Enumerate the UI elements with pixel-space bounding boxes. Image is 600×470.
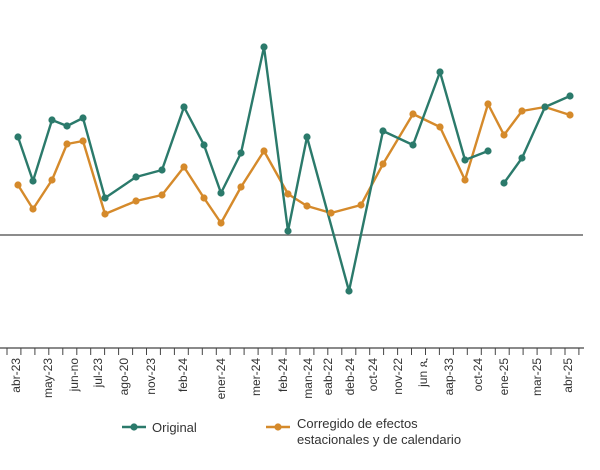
corrected-point-11 xyxy=(237,183,245,191)
series-line-corrected xyxy=(16,102,572,225)
legend: Original Corregido de efectos estacional… xyxy=(122,416,461,447)
x-tick-label-10: man-24 xyxy=(301,358,315,399)
corrected-point-21 xyxy=(484,100,492,108)
corrected-point-12 xyxy=(260,147,268,155)
corrected-point-17 xyxy=(379,160,387,168)
original-point-21 xyxy=(500,179,508,187)
original-point-19 xyxy=(461,156,469,164)
corrected-point-4 xyxy=(79,137,87,145)
x-tick-label-12: deb-24 xyxy=(343,358,357,396)
corrected-point-20 xyxy=(461,176,469,184)
corrected-point-19 xyxy=(436,123,444,131)
x-tick-label-3: jul-23 xyxy=(91,358,105,389)
legend-marker-corrected xyxy=(274,423,282,431)
original-point-24 xyxy=(566,92,574,100)
original-point-0 xyxy=(14,133,22,141)
x-tick-label-16: aap-33 xyxy=(442,358,456,396)
x-tick-label-15: jun ጺ xyxy=(416,358,430,388)
corrected-point-5 xyxy=(101,210,109,218)
original-point-1 xyxy=(29,177,37,185)
corrected-point-14 xyxy=(303,202,311,210)
corrected-point-7 xyxy=(158,191,166,199)
legend-item-original: Original xyxy=(122,420,197,435)
original-point-4 xyxy=(79,114,87,122)
corrected-point-1 xyxy=(29,205,37,213)
x-tick-label-19: mar-25 xyxy=(530,358,544,396)
x-tick-label-8: mer-24 xyxy=(249,358,263,396)
legend-item-corrected: Corregido de efectos estacionales y de c… xyxy=(266,416,461,447)
corrected-point-3 xyxy=(63,140,71,148)
x-tick-label-13: oct-24 xyxy=(366,358,380,392)
original-point-17 xyxy=(409,141,417,149)
x-axis: abr-23 may-23 jun-no jul-23 ago-20 nov-23 feb-… xyxy=(0,347,584,400)
corrected-point-25 xyxy=(566,111,574,119)
series-line-original-tail xyxy=(502,94,572,185)
original-point-9 xyxy=(200,141,208,149)
original-point-2 xyxy=(48,116,56,124)
x-tick-label-7: ener-24 xyxy=(214,358,228,400)
original-point-15 xyxy=(345,287,353,295)
x-tick-label-17: oct-24 xyxy=(471,358,485,392)
original-point-5 xyxy=(101,194,109,202)
original-point-3 xyxy=(63,122,71,130)
corrected-point-23 xyxy=(518,107,526,115)
x-tick-label-5: nov-23 xyxy=(144,358,158,395)
x-tick-label-20: abr-25 xyxy=(561,358,575,393)
x-tick-label-14: nov-22 xyxy=(391,358,405,395)
original-point-12 xyxy=(260,43,268,51)
x-tick-label-11: eab-22 xyxy=(321,358,335,396)
corrected-point-0 xyxy=(14,181,22,189)
legend-marker-original xyxy=(130,423,138,431)
x-tick-label-1: may-23 xyxy=(41,358,55,398)
x-tick-label-18: ene-25 xyxy=(497,358,511,396)
original-point-18 xyxy=(436,68,444,76)
x-tick-label-9: feb-24 xyxy=(276,358,290,392)
original-point-8 xyxy=(180,103,188,111)
corrected-point-16 xyxy=(357,201,365,209)
original-point-11 xyxy=(237,149,245,157)
corrected-point-9 xyxy=(200,194,208,202)
original-point-14 xyxy=(303,133,311,141)
series-layer xyxy=(0,43,583,295)
original-point-20 xyxy=(484,147,492,155)
original-point-10 xyxy=(217,189,225,197)
legend-label-corrected-line-1: Corregido de efectos xyxy=(297,416,418,431)
original-point-22 xyxy=(518,154,526,162)
corrected-point-22 xyxy=(500,131,508,139)
x-tick-label-0: abr-23 xyxy=(9,358,23,393)
original-point-23 xyxy=(541,103,549,111)
corrected-point-8 xyxy=(180,163,188,171)
corrected-point-10 xyxy=(217,219,225,227)
original-point-6 xyxy=(132,173,140,181)
legend-label-original: Original xyxy=(152,420,197,435)
original-point-13 xyxy=(284,227,292,235)
corrected-point-13 xyxy=(284,190,292,198)
original-point-16 xyxy=(379,127,387,135)
corrected-point-6 xyxy=(132,197,140,205)
corrected-point-18 xyxy=(409,110,417,118)
x-tick-label-2: jun-no xyxy=(67,358,81,393)
corrected-point-2 xyxy=(48,176,56,184)
legend-label-corrected-line-2: estacionales y de calendario xyxy=(297,432,461,447)
original-point-7 xyxy=(158,166,166,174)
x-tick-label-4: ago-20 xyxy=(117,358,131,396)
x-tick-label-6: feb-24 xyxy=(176,358,190,392)
corrected-point-15 xyxy=(327,209,335,217)
